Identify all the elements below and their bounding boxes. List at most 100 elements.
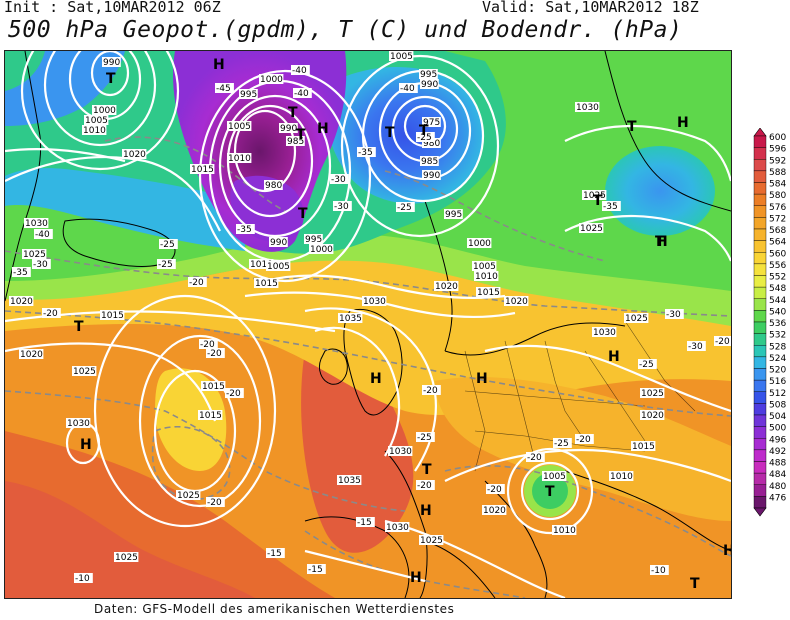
pressure-label: 1015: [202, 382, 225, 392]
ireland-coast: [318, 348, 348, 385]
pressure-label: 1015: [199, 411, 222, 421]
high-pressure-center: H: [656, 234, 668, 250]
valid-time: Valid: Sat,10MAR2012 18Z: [482, 0, 699, 16]
legend-bottom-arrow: [753, 507, 767, 517]
legend-swatch: [753, 403, 767, 416]
isobar-1010-italy: [506, 447, 594, 535]
pressure-label-bg: [337, 475, 362, 485]
pressure-label-bg: [419, 69, 438, 79]
temp-label-bg: [157, 259, 176, 269]
pressure-label-bg: [102, 57, 121, 67]
temp-contour-3: [5, 390, 406, 512]
sw-deep-zone: [5, 481, 255, 598]
legend-label: 540: [769, 307, 786, 317]
temp-label-bg: [422, 385, 441, 395]
baltic-coast: [444, 322, 626, 356]
border-1: [464, 350, 486, 472]
temp-label-bg: [356, 517, 375, 527]
legend-swatch: [753, 391, 767, 404]
pressure-label-bg: [72, 366, 97, 376]
temp-label-bg: [333, 201, 352, 211]
temp-label-bg: [159, 239, 178, 249]
isobar-1000-trough: [198, 69, 372, 283]
pressure-label: 1035: [339, 314, 362, 324]
legend-swatch: [753, 286, 767, 299]
pressure-label-bg: [419, 535, 444, 545]
pressure-label: 1025: [177, 491, 200, 501]
low-pressure-center: T: [298, 206, 308, 222]
map-canvas: 9901000100510101020101510301025102010151…: [5, 51, 731, 598]
pressure-label-bg: [176, 490, 201, 500]
pressure-label: 975: [423, 118, 440, 128]
pressure-label-bg: [198, 410, 223, 420]
temp-label: -20: [43, 309, 58, 319]
temp-label-bg: [42, 308, 61, 318]
pressure-label: 1035: [338, 476, 361, 486]
low-pressure-center: T: [627, 119, 637, 135]
high-pressure-center: H: [420, 503, 432, 519]
legend-svg: 6005965925885845805765725685645605565525…: [753, 127, 786, 517]
pressure-label-bg: [422, 138, 441, 148]
legend-label: 496: [769, 435, 786, 445]
temp-label: -25: [417, 433, 432, 443]
temp-label-bg: [32, 259, 51, 269]
legend-label: 484: [769, 470, 786, 480]
high-pressure-center: H: [80, 437, 92, 453]
low-pressure-center: T: [288, 105, 298, 121]
legend-label: 532: [769, 331, 786, 341]
temp-label-bg: [687, 341, 706, 351]
isobar-1020-w: [5, 342, 217, 422]
legend-swatch: [753, 438, 767, 451]
pressure-label-bg: [389, 51, 414, 61]
pressure-label: 995: [420, 70, 437, 80]
pressure-label: 995: [240, 90, 257, 100]
temp-label-bg: [330, 174, 349, 184]
legend-colorbar: 600 596 592 588 584 580 576 572 568 564 560 556 552 5…: [752, 127, 790, 518]
border-4: [584, 350, 646, 442]
high-pressure-center: H: [213, 57, 225, 73]
temp-label: -25: [554, 439, 569, 449]
low-pressure-center: T: [593, 193, 603, 209]
legend-swatch: [753, 135, 767, 148]
legend-swatch: [753, 368, 767, 381]
pressure-label-bg: [472, 261, 497, 271]
isobar-1005-nw: [43, 51, 157, 147]
pressure-label: 1030: [386, 523, 409, 533]
high-pressure-center: H: [723, 543, 731, 559]
pressure-label: 1015: [477, 288, 500, 298]
legend-swatch: [753, 193, 767, 206]
legend-label: 568: [769, 226, 786, 236]
pressure-label-bg: [474, 271, 499, 281]
pressure-label: 990: [270, 238, 287, 248]
pressure-label: 1005: [228, 122, 251, 132]
temp-label: -20: [487, 485, 502, 495]
legend-swatch: [753, 356, 767, 369]
temp-label-bg: [638, 359, 657, 369]
temp-label: -25: [397, 203, 412, 213]
temp-label: -10: [651, 566, 666, 576]
legend-swatch: [753, 310, 767, 323]
pressure-label-bg: [420, 79, 439, 89]
pressure-label-bg: [631, 441, 656, 451]
temp-label-bg: [416, 480, 435, 490]
isobar-995-norway: [340, 54, 500, 238]
legend-label: 512: [769, 389, 786, 399]
pressure-label: 1020: [483, 506, 506, 516]
isobar-1005-italy: [520, 461, 580, 521]
pressure-label-bg: [249, 259, 274, 269]
pressure-label: 980: [423, 139, 440, 149]
pressure-label-bg: [84, 115, 109, 125]
pressure-label: 1030: [67, 419, 90, 429]
pressure-label: 995: [305, 235, 322, 245]
britain-coast: [343, 308, 403, 416]
balkan-coast: [564, 470, 731, 552]
temp-label: -25: [158, 260, 173, 270]
pressure-label-bg: [114, 552, 139, 562]
legend-label: 488: [769, 459, 786, 469]
pressure-label: 1030: [593, 328, 616, 338]
pressure-label-bg: [609, 471, 634, 481]
legend-label: 520: [769, 366, 786, 376]
temp-label: -20: [423, 386, 438, 396]
isobar-1030-russia: [564, 124, 731, 182]
isobar-1025-cutoff: [93, 294, 277, 528]
